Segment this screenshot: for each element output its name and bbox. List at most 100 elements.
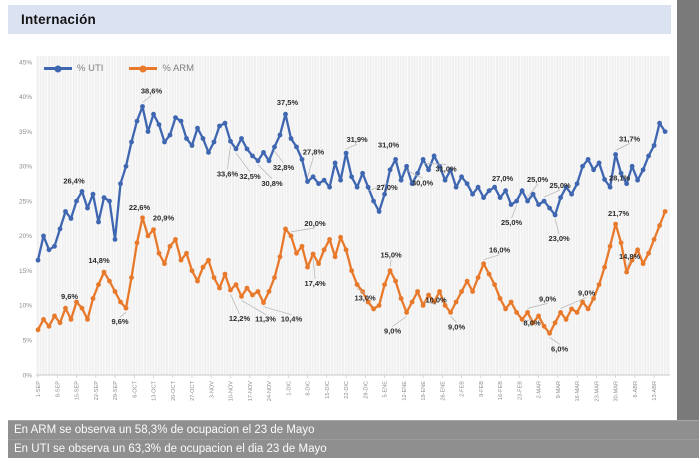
arm-data-point [305, 264, 310, 270]
x-tick-label: 13-ABR [652, 381, 658, 401]
arm-data-point [453, 299, 459, 305]
uti-data-point [96, 219, 101, 225]
label-leader-line [119, 311, 127, 318]
arm-data-point [63, 305, 68, 311]
arm-data-point [112, 289, 118, 294]
label-leader-line [392, 316, 407, 327]
uti-data-point [332, 160, 338, 166]
uti-data-point [321, 177, 327, 183]
legend-item-arm[interactable]: % ARM [129, 63, 194, 74]
uti-data-point [508, 202, 514, 208]
uti-data-point [525, 198, 530, 204]
uti-data-point [255, 158, 261, 164]
label-leader-line [227, 145, 231, 170]
data-label: 22,6% [129, 203, 151, 212]
arm-data-point [123, 305, 129, 311]
uti-data-point [112, 237, 118, 242]
arm-data-point [382, 282, 387, 287]
arm-data-point [563, 317, 569, 322]
data-label: 25,0% [527, 175, 549, 184]
chart-legend: % UTI % ARM [44, 63, 194, 74]
arm-data-point [481, 261, 486, 267]
x-tick-label: 22-SEP [94, 381, 100, 401]
uti-data-point [492, 184, 497, 190]
x-tick-label: 16-FEB [498, 381, 504, 400]
uti-data-point [222, 120, 228, 126]
uti-data-point [464, 181, 470, 187]
arm-data-point [580, 299, 585, 305]
arm-data-point [178, 257, 184, 263]
uti-data-point [129, 139, 134, 145]
arm-data-point [57, 320, 63, 326]
label-leader-line [560, 297, 587, 309]
uti-data-point [327, 184, 332, 190]
x-tick-label: 30-MAR [614, 381, 620, 402]
arm-data-point [233, 282, 239, 287]
arm-data-point [492, 282, 497, 287]
label-leader-line [521, 318, 533, 324]
uti-data-point [90, 191, 96, 197]
arm-data-point [508, 299, 514, 305]
x-tick-label: 3-NOV [209, 381, 215, 398]
uti-data-point [233, 146, 239, 152]
data-label: 33,6% [217, 169, 239, 178]
uti-data-point [74, 198, 79, 204]
arm-data-point [310, 251, 316, 257]
label-leader-line [307, 156, 314, 178]
uti-data-point [41, 233, 46, 239]
uti-data-point [189, 143, 195, 148]
arm-data-point [404, 310, 409, 315]
plot-area [36, 56, 670, 375]
label-leader-line [527, 303, 548, 309]
uti-data-point [173, 115, 178, 120]
data-label: 21,7% [608, 209, 630, 218]
uti-data-point [415, 170, 420, 176]
x-tick-label: 1-SEP [36, 381, 42, 397]
data-label: 31,0% [378, 140, 400, 149]
data-label: 14,8% [619, 252, 641, 261]
uti-data-point [288, 136, 294, 141]
label-leader-line [450, 316, 457, 323]
label-leader-line [389, 259, 392, 267]
legend-item-uti[interactable]: % UTI [44, 63, 103, 74]
arm-data-point [657, 223, 662, 228]
uti-data-point [261, 150, 266, 155]
arm-data-point [662, 209, 668, 214]
x-tick-label: 23-FEB [517, 381, 523, 400]
x-tick-label: 15-DIC [325, 381, 331, 399]
y-tick-label: 0% [23, 372, 33, 379]
uti-data-point [211, 139, 217, 145]
label-leader-line [423, 301, 437, 305]
data-label: 13,0% [354, 294, 376, 303]
uti-data-point [343, 150, 349, 156]
arm-data-point [624, 269, 629, 275]
uti-data-point [547, 205, 552, 211]
arm-data-point [635, 247, 640, 253]
arm-data-point [618, 240, 624, 246]
arm-data-point [431, 299, 437, 305]
data-label: 27,8% [303, 148, 325, 157]
arm-data-point [349, 268, 354, 274]
arm-data-point [35, 327, 41, 333]
data-label: 37,5% [277, 98, 299, 107]
arm-data-point [96, 282, 101, 287]
data-label: 20,9% [153, 214, 175, 223]
x-tick-label: 29-SEP [113, 381, 119, 401]
arm-data-point [470, 289, 475, 294]
data-label: 27,0% [492, 174, 514, 183]
label-leader-line [241, 300, 266, 315]
arm-data-point [525, 310, 530, 315]
y-tick-label: 20% [19, 233, 32, 240]
uti-data-point [244, 146, 250, 152]
arm-data-point [640, 261, 646, 267]
arm-data-point [41, 317, 46, 322]
arm-data-point [332, 254, 338, 260]
arm-data-point [211, 275, 217, 280]
uti-data-point [574, 181, 580, 187]
uti-data-point [618, 170, 624, 176]
uti-data-point [486, 188, 492, 194]
arm-data-point [464, 278, 470, 284]
data-label: 9,0% [578, 288, 595, 297]
arm-data-point [195, 278, 200, 284]
data-label: 16,0% [489, 246, 511, 255]
